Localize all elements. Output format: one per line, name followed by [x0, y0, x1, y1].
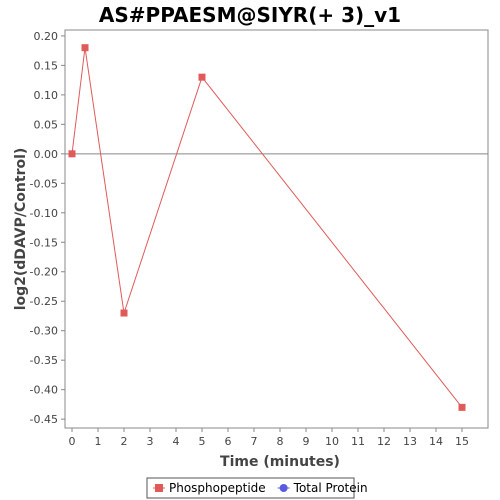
y-tick-label: 0.10	[34, 89, 59, 102]
data-point	[198, 73, 206, 81]
data-point	[68, 150, 76, 158]
series-layer	[68, 44, 466, 411]
y-tick-label: -0.30	[30, 325, 58, 338]
legend-label: Total Protein	[293, 481, 368, 495]
x-tick-label: 4	[173, 435, 180, 448]
x-tick-label: 7	[251, 435, 258, 448]
x-tick-label: 5	[199, 435, 206, 448]
chart-title: AS#PPAESM@SIYR(+ 3)_v1	[99, 3, 401, 27]
legend: Phosphopeptide Total Protein	[146, 477, 368, 499]
x-tick-label: 14	[429, 435, 443, 448]
data-point	[458, 403, 466, 411]
x-tick-label: 9	[303, 435, 310, 448]
y-tick-label: -0.45	[30, 413, 58, 426]
y-tick-label: -0.15	[30, 236, 58, 249]
y-tick-label: 0.00	[34, 148, 59, 161]
x-tick-label: 3	[147, 435, 154, 448]
x-axis: 0 1 2 3 4 5 6 7 8 9 10 11 12 13 14 15	[69, 428, 469, 448]
x-axis-label: Time (minutes)	[220, 454, 340, 470]
y-axis: 0.20 0.15 0.10 0.05 0.00 -0.05 -0.10 -0.15 -0.20…	[30, 30, 65, 426]
y-tick-label: 0.05	[34, 118, 59, 131]
data-point	[120, 309, 128, 317]
legend-box	[146, 477, 355, 499]
plot-area	[64, 29, 489, 429]
y-tick-label: -0.25	[30, 295, 58, 308]
legend-label: Phosphopeptide	[169, 481, 266, 495]
y-tick-label: -0.10	[30, 207, 58, 220]
y-tick-label: -0.40	[30, 384, 58, 397]
y-tick-label: 0.20	[34, 30, 59, 43]
data-point	[81, 44, 89, 52]
x-tick-label: 15	[455, 435, 469, 448]
x-tick-label: 10	[325, 435, 339, 448]
y-tick-label: -0.20	[30, 266, 58, 279]
y-tick-label: -0.05	[30, 177, 58, 190]
x-tick-label: 6	[225, 435, 232, 448]
x-tick-label: 1	[95, 435, 102, 448]
y-axis-label: log2(dDAVP/Control)	[13, 148, 29, 311]
x-tick-label: 8	[277, 435, 284, 448]
x-tick-label: 13	[403, 435, 417, 448]
legend-marker-square	[155, 484, 163, 492]
x-tick-label: 0	[69, 435, 76, 448]
legend-marker-circle	[279, 484, 288, 492]
x-tick-label: 12	[377, 435, 391, 448]
x-tick-label: 11	[351, 435, 365, 448]
y-tick-label: -0.35	[30, 354, 58, 367]
y-tick-label: 0.15	[34, 59, 59, 72]
x-tick-label: 2	[121, 435, 128, 448]
